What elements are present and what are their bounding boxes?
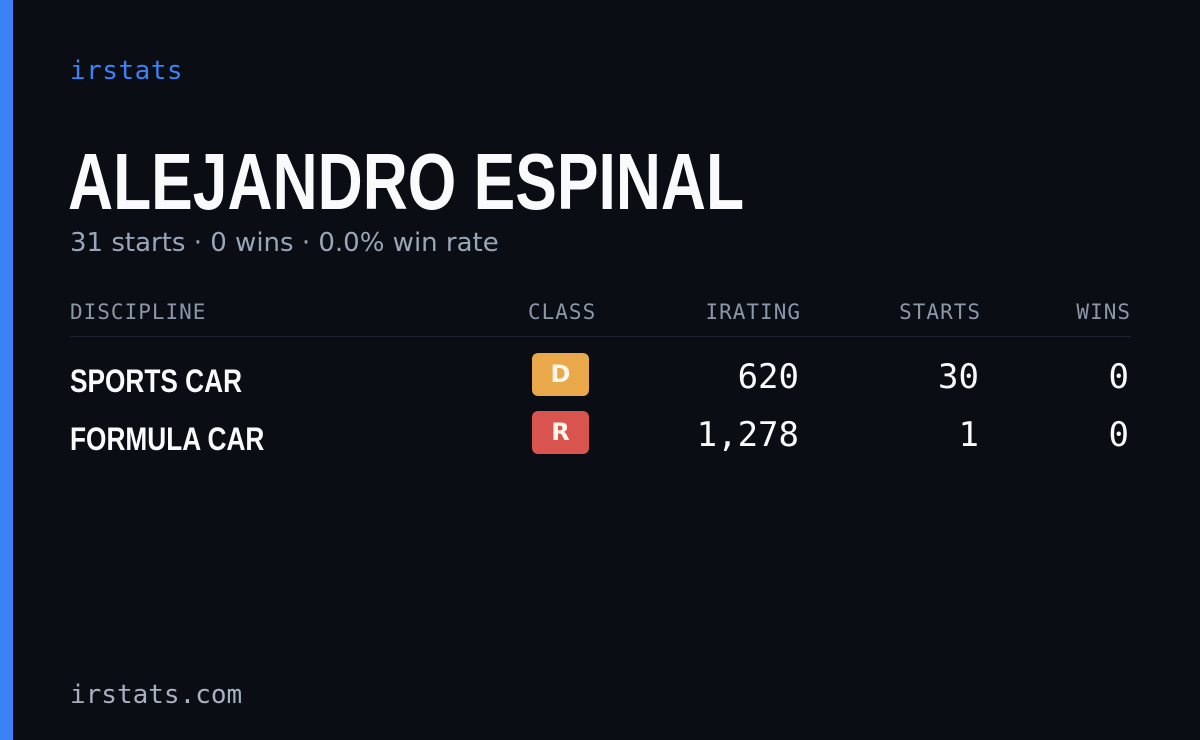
header-irating: IRATING bbox=[705, 300, 801, 324]
class-badge: D bbox=[532, 353, 589, 396]
brand-logo: irstats bbox=[70, 56, 184, 86]
header-class: CLASS bbox=[528, 300, 597, 324]
discipline-table: DISCIPLINE CLASS IRATING STARTS WINS SPO… bbox=[70, 296, 1131, 469]
driver-name: ALEJANDRO ESPINAL bbox=[68, 137, 745, 226]
starts-value: 30 bbox=[938, 357, 979, 397]
irating-value: 1,278 bbox=[696, 415, 799, 455]
discipline-name: SPORTS CAR bbox=[70, 363, 243, 399]
wins-value: 0 bbox=[1108, 357, 1129, 397]
table-row: SPORTS CAR D 620 30 0 bbox=[70, 353, 1131, 411]
accent-bar bbox=[0, 0, 13, 740]
starts-value: 1 bbox=[958, 415, 979, 455]
header-wins: WINS bbox=[1076, 300, 1131, 324]
irating-value: 620 bbox=[737, 357, 799, 397]
discipline-name: FORMULA CAR bbox=[70, 421, 265, 457]
class-badge: R bbox=[532, 411, 589, 454]
table-header: DISCIPLINE CLASS IRATING STARTS WINS bbox=[70, 296, 1131, 337]
table-row: FORMULA CAR R 1,278 1 0 bbox=[70, 411, 1131, 469]
footer-url: irstats.com bbox=[70, 680, 243, 710]
wins-value: 0 bbox=[1108, 415, 1129, 455]
driver-summary: 31 starts · 0 wins · 0.0% win rate bbox=[70, 228, 499, 258]
header-starts: STARTS bbox=[899, 300, 981, 324]
header-discipline: DISCIPLINE bbox=[70, 300, 207, 324]
